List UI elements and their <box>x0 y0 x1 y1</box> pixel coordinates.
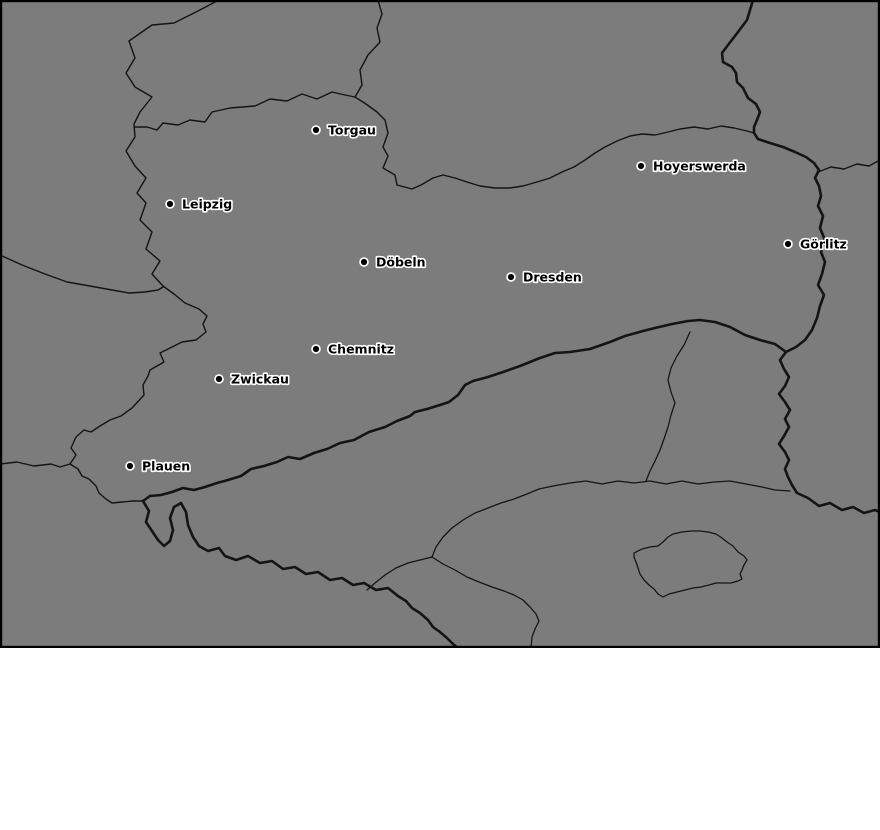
city-marker-leipzig: Leipzig <box>165 195 234 213</box>
city-marker-dresden: Dresden <box>506 268 583 286</box>
info-panel: Niederschlag, 1std (in mm) Modell: ICON-… <box>0 648 880 830</box>
boundary-czech-district-southwest <box>431 488 540 558</box>
precipitation-map: Torgau Hoyerswerda Leipzig Görlitz Döbeln Dre… <box>0 0 880 648</box>
boundary-west-state-line <box>69 0 220 504</box>
map-background <box>0 0 880 648</box>
boundary-czech-erzgebirge <box>141 318 788 503</box>
city-markers: Torgau Hoyerswerda Leipzig Görlitz Döbeln Dre… <box>125 121 848 475</box>
city-marker-plauen: Plauen <box>125 457 192 475</box>
city-dot <box>166 200 174 208</box>
city-label: Döbeln <box>376 255 426 270</box>
boundary-czech-district-east <box>538 480 791 492</box>
city-dot <box>215 375 223 383</box>
city-marker-goerlitz: Görlitz <box>783 235 848 253</box>
boundary-czech-district-west-branch <box>366 556 433 591</box>
city-dot <box>360 258 368 266</box>
region-boundaries <box>0 0 880 648</box>
boundary-czech-district-north-south <box>645 331 691 482</box>
boundary-czech-district-enclave <box>633 530 748 598</box>
boundary-north-state-line <box>133 91 755 190</box>
boundary-poland-czech-south <box>777 350 880 515</box>
boundary-northeast-line <box>817 159 880 173</box>
city-dot <box>507 273 515 281</box>
boundary-thuringia-west-line <box>0 461 71 468</box>
city-dot <box>637 162 645 170</box>
city-label: Dresden <box>523 270 582 285</box>
city-label: Torgau <box>328 123 376 138</box>
boundary-czech-district-south-branch <box>431 556 540 648</box>
boundary-to-top-edge <box>354 0 383 98</box>
city-marker-zwickau: Zwickau <box>214 370 291 388</box>
city-dot <box>784 240 792 248</box>
city-label: Hoyerswerda <box>653 159 746 174</box>
city-dot <box>312 345 320 353</box>
city-label: Leipzig <box>182 197 232 212</box>
city-label: Chemnitz <box>328 342 394 357</box>
city-marker-chemnitz: Chemnitz <box>311 340 396 358</box>
city-label: Zwickau <box>231 372 289 387</box>
city-label: Plauen <box>142 459 190 474</box>
city-marker-hoyerswerda: Hoyerswerda <box>636 157 747 175</box>
city-dot <box>312 126 320 134</box>
boundary-poland-neisse <box>720 0 827 354</box>
city-dot <box>126 462 134 470</box>
city-label: Görlitz <box>800 237 847 252</box>
boundary-czech-bavaria-southwest <box>141 499 460 648</box>
city-marker-doebeln: Döbeln <box>359 253 427 271</box>
boundary-left-edge-line <box>0 254 164 294</box>
city-marker-torgau: Torgau <box>311 121 378 139</box>
map-frame <box>0 0 880 648</box>
